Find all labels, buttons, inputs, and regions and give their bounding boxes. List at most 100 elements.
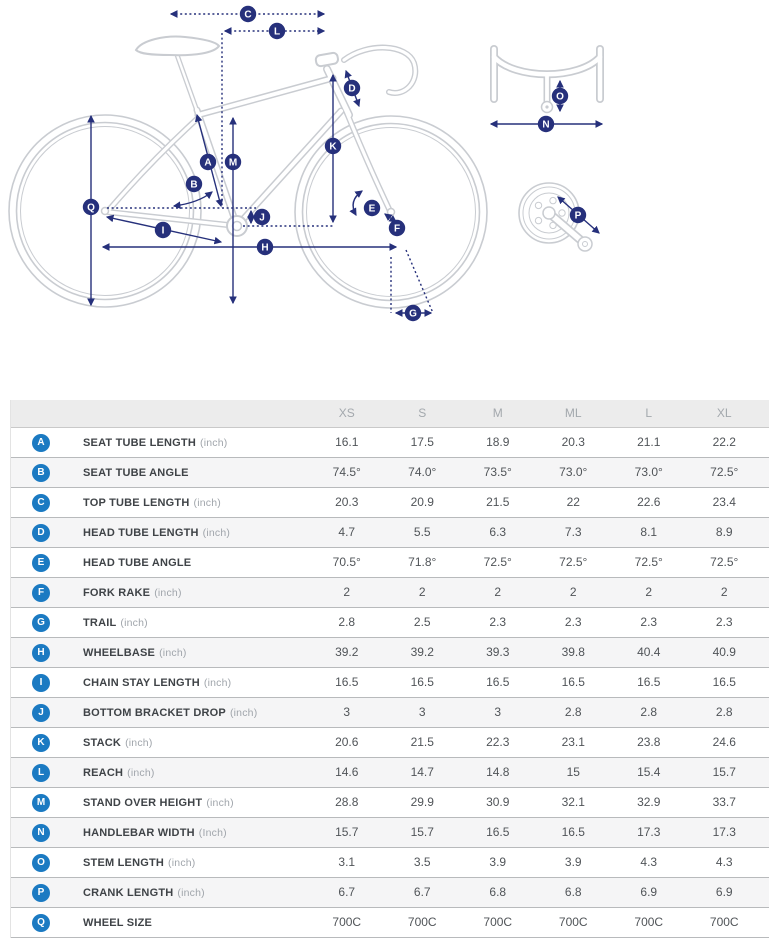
value-q-xl: 700C xyxy=(709,915,739,929)
row-label: SEAT TUBE ANGLE xyxy=(83,466,189,479)
value-c-xs: 20.3 xyxy=(335,495,359,509)
value-j-xs: 3 xyxy=(343,705,351,719)
value-j-l: 2.8 xyxy=(640,705,658,719)
value-e-ml: 72.5° xyxy=(559,555,588,569)
diagram-badge-letter-c: C xyxy=(244,9,251,20)
value-l-l: 15.4 xyxy=(637,765,661,779)
row-label-cell: D HEAD TUBE LENGTH (inch) xyxy=(11,518,309,547)
row-label-cell: Q WHEEL SIZE xyxy=(11,908,309,937)
value-a-xl: 22.2 xyxy=(712,435,736,449)
table-row-o: O STEM LENGTH (inch) 3.1 3.5 3.9 3.9 4.3 4.3 xyxy=(11,848,769,878)
row-badge-d: D xyxy=(32,523,50,542)
geometry-table: XS S M ML L XL A SEAT TUBE LENGTH (inch) 16.1 17.… xyxy=(10,400,769,938)
bottom-bracket-inner xyxy=(231,220,243,232)
value-l-xl: 15.7 xyxy=(712,765,736,779)
value-f-ml: 2 xyxy=(569,585,577,599)
value-n-s: 15.7 xyxy=(410,825,434,839)
geometry-table-rows: A SEAT TUBE LENGTH (inch) 16.1 17.5 18.9 20.3 2… xyxy=(11,428,769,938)
diagram-badge-letter-d: D xyxy=(348,83,355,94)
row-label: HEAD TUBE LENGTH (inch) xyxy=(83,526,231,539)
row-label-cell: H WHEELBASE (inch) xyxy=(11,638,309,667)
diagram-badge-d xyxy=(343,79,361,97)
value-h-m: 39.3 xyxy=(486,645,510,659)
value-p-xs: 6.7 xyxy=(338,885,356,899)
diagram-badge-letter-h: H xyxy=(261,242,268,253)
value-n-l: 17.3 xyxy=(637,825,661,839)
value-o-ml: 3.9 xyxy=(564,855,582,869)
row-label-cell: E HEAD TUBE ANGLE xyxy=(11,548,309,577)
value-a-ml: 20.3 xyxy=(561,435,585,449)
table-row-n: N HANDLEBAR WIDTH (Inch) 15.7 15.7 16.5 16.5 17… xyxy=(11,818,769,848)
size-column-header-ml: ML xyxy=(564,406,582,420)
row-label: REACH (inch) xyxy=(83,766,155,779)
header-empty-cell xyxy=(11,400,309,427)
row-label: STEM LENGTH (inch) xyxy=(83,856,196,869)
diagram-badge-l xyxy=(268,22,286,40)
row-label-cell: I CHAIN STAY LENGTH (inch) xyxy=(11,668,309,697)
row-unit: (inch) xyxy=(177,886,205,899)
value-a-m: 18.9 xyxy=(486,435,510,449)
value-j-xl: 2.8 xyxy=(715,705,733,719)
diagram-badge-letter-j: J xyxy=(259,212,265,223)
value-e-m: 72.5° xyxy=(483,555,512,569)
value-n-xl: 17.3 xyxy=(712,825,736,839)
row-badge-b: B xyxy=(32,463,50,482)
value-f-xs: 2 xyxy=(343,585,351,599)
value-m-l: 32.9 xyxy=(637,795,661,809)
value-p-ml: 6.8 xyxy=(564,885,582,899)
brake-hood xyxy=(314,51,339,68)
row-label: BOTTOM BRACKET DROP (inch) xyxy=(83,706,258,719)
value-m-ml: 32.1 xyxy=(561,795,585,809)
geometry-table-header: XS S M ML L XL xyxy=(11,400,769,428)
row-label: FORK RAKE (inch) xyxy=(83,586,182,599)
diagram-badge-q xyxy=(82,198,100,216)
value-q-m: 700C xyxy=(483,915,513,929)
row-label-cell: L REACH (inch) xyxy=(11,758,309,787)
value-a-l: 21.1 xyxy=(637,435,661,449)
table-row-i: I CHAIN STAY LENGTH (inch) 16.5 16.5 16.5 16.5… xyxy=(11,668,769,698)
value-c-ml: 22 xyxy=(566,495,580,509)
value-f-l: 2 xyxy=(645,585,653,599)
row-unit: (inch) xyxy=(203,676,232,689)
row-label: CRANK LENGTH (inch) xyxy=(83,886,205,899)
diagram-badge-o xyxy=(551,87,569,105)
diagram-badge-letter-n: N xyxy=(542,119,549,130)
value-j-s: 3 xyxy=(418,705,426,719)
value-d-l: 8.1 xyxy=(640,525,658,539)
row-label-cell: J BOTTOM BRACKET DROP (inch) xyxy=(11,698,309,727)
row-badge-i: I xyxy=(32,673,50,692)
value-c-s: 20.9 xyxy=(410,495,434,509)
value-n-m: 16.5 xyxy=(486,825,510,839)
row-label-cell: F FORK RAKE (inch) xyxy=(11,578,309,607)
value-o-l: 4.3 xyxy=(640,855,658,869)
value-o-m: 3.9 xyxy=(489,855,507,869)
row-badge-f: F xyxy=(32,583,50,602)
value-h-s: 39.2 xyxy=(410,645,434,659)
value-c-l: 22.6 xyxy=(637,495,661,509)
value-g-m: 2.3 xyxy=(489,615,507,629)
diagram-badge-c xyxy=(239,5,257,23)
row-unit: (inch) xyxy=(229,706,258,719)
row-unit: (inch) xyxy=(120,616,148,629)
table-row-b: B SEAT TUBE ANGLE 74.5° 74.0° 73.5° 73.0° 73.0… xyxy=(11,458,769,488)
table-row-p: P CRANK LENGTH (inch) 6.7 6.7 6.8 6.8 6.9 6.9 xyxy=(11,878,769,908)
diagram-badge-letter-i: I xyxy=(162,225,165,236)
value-i-xl: 16.5 xyxy=(712,675,736,689)
row-unit: (inch) xyxy=(125,736,153,749)
value-h-xs: 39.2 xyxy=(335,645,359,659)
head-tube-angle-arc xyxy=(349,190,363,217)
front-axle xyxy=(386,207,396,217)
row-badge-m: M xyxy=(32,793,50,812)
row-label-cell: G TRAIL (inch) xyxy=(11,608,309,637)
bike-geometry-svg: AB C D E F G H I J K L M N O P Q xyxy=(8,5,604,322)
value-d-ml: 7.3 xyxy=(564,525,582,539)
value-g-l: 2.3 xyxy=(640,615,658,629)
saddle xyxy=(134,35,221,57)
row-badge-c: C xyxy=(32,493,50,512)
value-c-m: 21.5 xyxy=(486,495,510,509)
value-a-xs: 16.1 xyxy=(335,435,359,449)
diagram-badge-p xyxy=(569,206,587,224)
value-d-m: 6.3 xyxy=(489,525,507,539)
value-h-ml: 39.8 xyxy=(561,645,585,659)
